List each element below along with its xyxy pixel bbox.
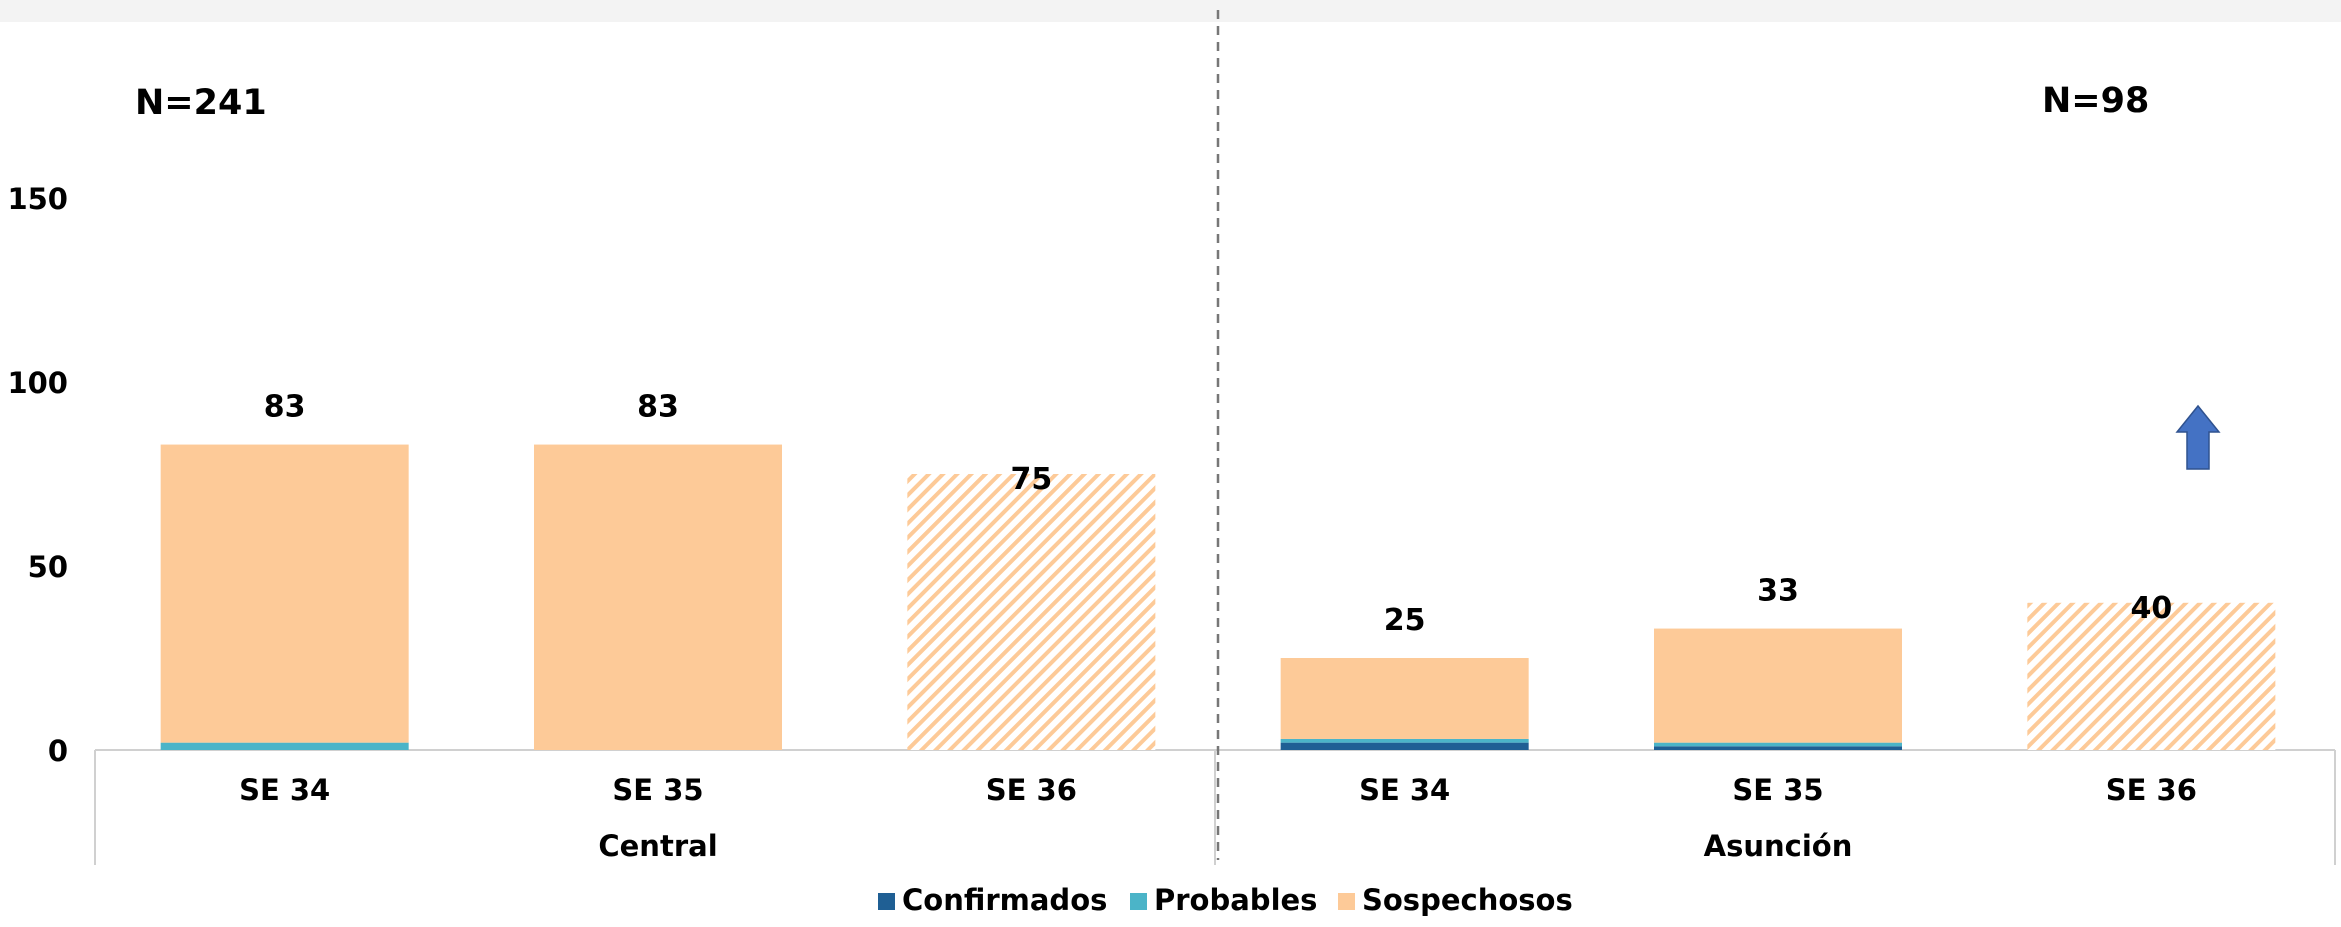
bar-confirmados: [1280, 742, 1529, 750]
bar-probables: [160, 742, 409, 750]
bar-sospechosos: [2027, 602, 2276, 750]
bar-probables: [1280, 738, 1529, 743]
bar-sospechosos: [160, 444, 409, 743]
x-tick-label: SE 34: [1359, 773, 1450, 807]
up-arrow-icon: [2175, 404, 2221, 470]
n-label: N=241: [135, 83, 267, 123]
x-tick-label: SE 34: [239, 773, 330, 807]
data-label: 75: [1010, 462, 1052, 497]
legend-label: Confirmados: [902, 883, 1107, 917]
y-tick-label: 50: [28, 550, 68, 584]
bar-confirmados: [1654, 746, 1902, 750]
data-label: 25: [1384, 603, 1426, 638]
x-tick-label: SE 35: [1732, 773, 1823, 807]
data-label: 83: [637, 390, 679, 425]
legend-swatch: [1130, 893, 1147, 910]
n-label: N=98: [2042, 81, 2149, 121]
y-tick-label: 100: [7, 366, 68, 400]
legend-label: Sospechosos: [1362, 883, 1573, 917]
bar-probables: [1654, 742, 1902, 747]
legend-label: Probables: [1154, 883, 1317, 917]
x-tick-label: SE 36: [986, 773, 1077, 807]
group-label: Central: [598, 829, 717, 863]
data-label: 33: [1757, 574, 1799, 609]
y-tick-label: 0: [48, 734, 68, 768]
legend-swatch: [878, 893, 895, 910]
data-label: 83: [264, 390, 306, 425]
data-label: 40: [2130, 591, 2172, 626]
top-strip: [0, 0, 2341, 22]
group-label: Asunción: [1704, 829, 1853, 863]
y-tick-label: 150: [7, 182, 68, 216]
x-tick-label: SE 35: [612, 773, 703, 807]
bar-sospechosos: [1280, 658, 1529, 739]
legend-swatch: [1338, 893, 1355, 910]
bar-sospechosos: [534, 444, 782, 750]
bar-sospechosos: [907, 474, 1156, 750]
x-tick-label: SE 36: [2106, 773, 2197, 807]
bar-sospechosos: [1654, 628, 1902, 743]
